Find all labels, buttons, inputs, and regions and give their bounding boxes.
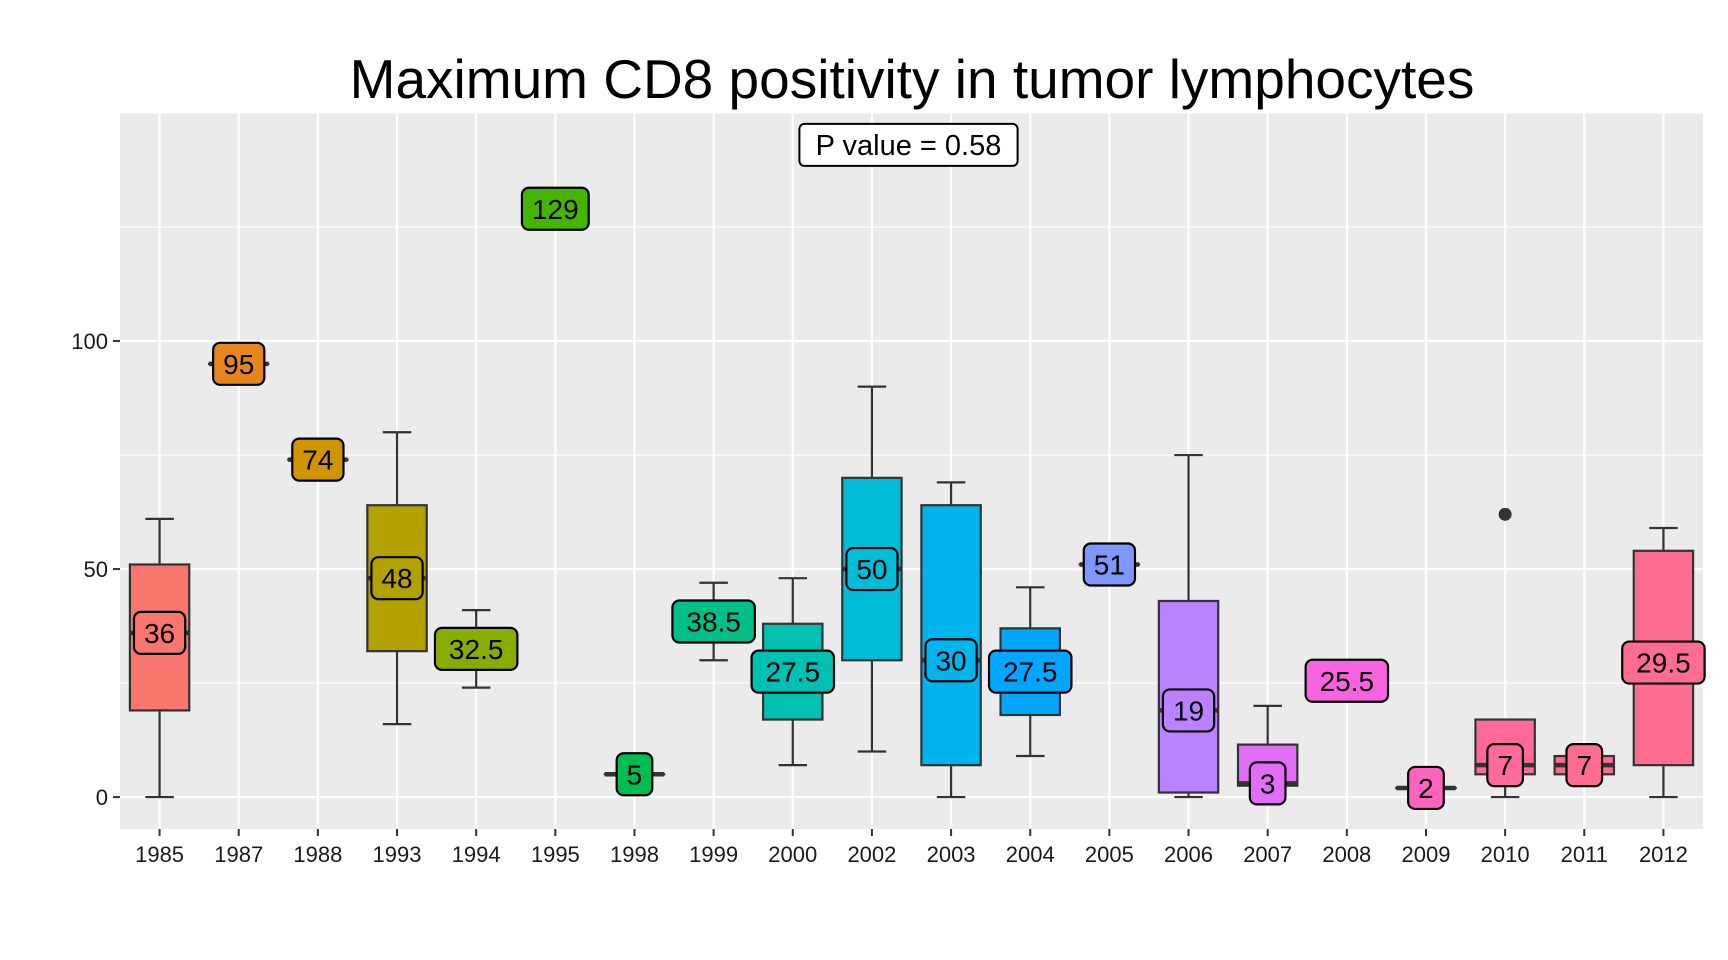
median-label-box	[924, 638, 978, 683]
x-tick-label: 2005	[1085, 842, 1134, 867]
median-label-box	[370, 556, 424, 601]
median-label-text: 38.5	[686, 606, 741, 637]
median-label-box	[1565, 743, 1604, 788]
x-tick-label: 1988	[293, 842, 342, 867]
median-label-text: 32.5	[449, 634, 504, 665]
y-tick-label: 50	[84, 557, 108, 582]
x-tick-label: 2002	[847, 842, 896, 867]
x-tick-label: 2009	[1401, 842, 1450, 867]
x-tick-label: 1993	[373, 842, 422, 867]
median-label-text: 25.5	[1320, 666, 1375, 697]
median-label-1994: 32.5	[433, 626, 519, 671]
median-label-text: 50	[856, 554, 887, 585]
median-label-text: 7	[1576, 750, 1592, 781]
median-label-2012: 29.5	[1621, 640, 1706, 685]
x-tick-label: 1999	[689, 842, 738, 867]
median-label-text: 19	[1173, 695, 1204, 726]
median-label-text: 51	[1094, 549, 1125, 580]
median-label-1985: 36	[132, 610, 187, 655]
x-tick-label: 1985	[135, 842, 184, 867]
x-tick-label: 2012	[1639, 842, 1688, 867]
chart-title: Maximum CD8 positivity in tumor lymphocy…	[350, 48, 1475, 110]
median-labels: 36 95 74 48 32.5 129 5 38.5 27.5 50 30 27.5 51 19 3 25.…	[132, 186, 1706, 811]
y-axis: 0 50 100	[71, 329, 120, 810]
median-label-2002: 50	[845, 546, 899, 592]
median-label-box	[291, 437, 345, 482]
median-label-text: 74	[302, 445, 333, 476]
y-tick-label: 100	[71, 329, 108, 354]
median-label-2008: 25.5	[1304, 658, 1390, 703]
median-label-box	[1407, 765, 1445, 811]
x-tick-label: 1995	[531, 842, 580, 867]
median-label-box	[212, 341, 266, 386]
median-label-text: 48	[381, 563, 412, 594]
median-label-2006: 19	[1161, 688, 1216, 733]
x-tick-label: 2003	[927, 842, 976, 867]
median-label-2010: 7	[1486, 743, 1525, 788]
x-tick-label: 2010	[1481, 842, 1530, 867]
median-label-2005: 51	[1082, 542, 1137, 587]
median-label-box	[1161, 688, 1216, 733]
median-label-box	[845, 546, 899, 592]
median-label-text: 129	[532, 194, 579, 225]
median-label-1988: 74	[291, 437, 345, 482]
x-tick-label: 2007	[1243, 842, 1292, 867]
p-value-box	[798, 122, 1019, 167]
median-label-text: 36	[144, 618, 175, 649]
x-tick-label: 1987	[214, 842, 263, 867]
median-label-text: 27.5	[766, 657, 821, 688]
median-label-box	[615, 752, 654, 797]
median-label-box	[1486, 743, 1525, 788]
x-tick-label: 2011	[1561, 842, 1608, 867]
x-tick-label: 2008	[1322, 842, 1371, 867]
median-label-box	[1082, 542, 1137, 587]
median-label-text: 27.5	[1003, 657, 1058, 688]
median-label-text: 3	[1260, 768, 1276, 799]
plot-panel	[120, 113, 1703, 829]
median-label-box	[1304, 658, 1390, 703]
p-value-annotation: P value = 0.58	[798, 122, 1019, 167]
median-label-text: 5	[627, 759, 643, 790]
median-label-box	[671, 599, 756, 644]
median-label-box	[132, 610, 187, 655]
median-label-2003: 30	[924, 638, 978, 683]
outlier-point	[1498, 507, 1512, 521]
x-tick-label: 2006	[1164, 842, 1213, 867]
median-label-box	[433, 626, 519, 671]
y-tick-label: 0	[96, 785, 108, 810]
x-tick-label: 2000	[768, 842, 817, 867]
median-label-1999: 38.5	[671, 599, 756, 644]
x-tick-label: 1994	[452, 842, 501, 867]
median-label-box	[1248, 761, 1287, 806]
p-value-text: P value = 0.58	[816, 130, 1002, 162]
median-label-text: 2	[1418, 773, 1434, 804]
median-label-2004: 27.5	[987, 649, 1073, 694]
median-label-box	[750, 649, 836, 694]
x-tick-label: 1998	[610, 842, 659, 867]
median-label-1998: 5	[615, 752, 654, 797]
median-label-1987: 95	[212, 341, 266, 386]
box-iqr	[920, 504, 982, 767]
median-label-1995: 129	[520, 186, 590, 231]
median-label-text: 30	[935, 645, 966, 676]
median-label-1993: 48	[370, 556, 424, 601]
median-label-2000: 27.5	[750, 649, 836, 694]
median-label-2007: 3	[1248, 761, 1287, 806]
median-label-2011: 7	[1565, 743, 1604, 788]
median-label-text: 29.5	[1636, 648, 1691, 679]
median-label-box	[987, 649, 1073, 694]
x-tick-label: 2004	[1006, 842, 1055, 867]
median-label-box	[1621, 640, 1706, 685]
median-label-text: 7	[1497, 750, 1513, 781]
median-label-2009: 2	[1407, 765, 1445, 811]
x-axis: 1985 1987 1988 1993 1994 1995 1998 1999 2000 2002…	[135, 829, 1688, 867]
median-label-box	[520, 186, 590, 231]
median-label-text: 95	[223, 349, 254, 380]
